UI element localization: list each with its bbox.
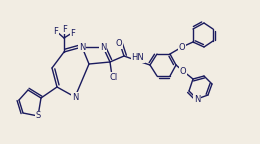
Text: S: S	[35, 111, 41, 121]
Text: O: O	[180, 67, 186, 75]
Text: HN: HN	[132, 54, 144, 62]
Text: N: N	[194, 94, 200, 104]
Text: F: F	[54, 26, 58, 36]
Text: O: O	[116, 39, 122, 49]
Text: F: F	[63, 24, 67, 34]
Text: O: O	[179, 42, 185, 52]
Text: N: N	[79, 42, 85, 52]
Text: Cl: Cl	[110, 72, 118, 82]
Text: N: N	[72, 92, 78, 102]
Text: N: N	[100, 42, 106, 52]
Text: F: F	[70, 30, 75, 38]
